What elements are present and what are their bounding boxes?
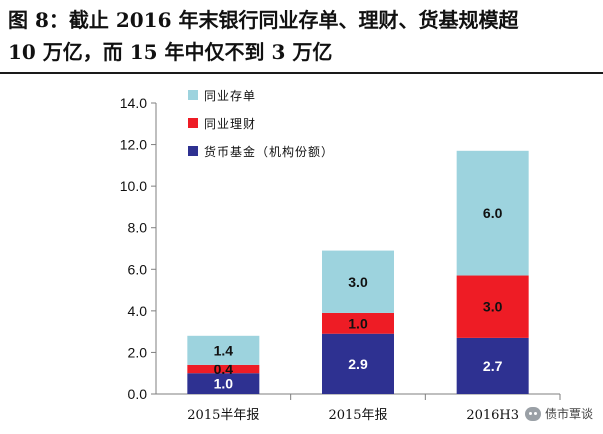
- data-label: 3.0: [483, 299, 503, 315]
- watermark: 债市覃谈: [524, 405, 593, 422]
- bar-segment: [456, 150, 529, 276]
- category-label: 2015半年报: [187, 408, 259, 423]
- legend-label: 货币基金（机构份额）: [204, 144, 334, 159]
- title-line-2: 10 万亿，而 15 年中仅不到 3 万亿: [8, 40, 333, 64]
- category-label: 2015年报: [328, 408, 387, 423]
- y-tick-label: 2.0: [128, 344, 148, 360]
- bar-segment: [187, 373, 260, 394]
- wechat-icon: [524, 406, 541, 421]
- y-tick-label: 12.0: [120, 137, 147, 153]
- watermark-text: 债市覃谈: [544, 407, 593, 421]
- bar-segment: [187, 364, 260, 374]
- y-tick-label: 4.0: [128, 303, 148, 319]
- title-line-1: 图 8：截止 2016 年末银行同业存单、理财、货基规模超: [8, 8, 519, 32]
- data-label: 3.0: [348, 274, 368, 290]
- legend-swatch: [188, 90, 198, 100]
- title-divider: [0, 72, 603, 74]
- data-label: 0.4: [214, 361, 234, 377]
- bar-segment: [187, 335, 260, 365]
- figure-title: 图 8：截止 2016 年末银行同业存单、理财、货基规模超 10 万亿，而 15…: [8, 4, 598, 68]
- legend-label: 同业存单: [204, 89, 256, 103]
- data-label: 1.0: [214, 376, 234, 392]
- bar-segment: [322, 333, 394, 394]
- y-tick-label: 14.0: [120, 95, 147, 111]
- legend-swatch: [188, 146, 198, 156]
- category-label: 2016H3: [466, 408, 519, 423]
- y-tick-label: 10.0: [120, 178, 147, 194]
- data-label: 6.0: [483, 205, 503, 221]
- data-label: 2.9: [348, 356, 368, 372]
- bar-segment: [322, 312, 394, 334]
- y-tick-label: 6.0: [128, 261, 148, 277]
- data-label: 1.0: [348, 315, 368, 331]
- data-label: 1.4: [214, 342, 234, 358]
- y-tick-label: 8.0: [128, 220, 148, 236]
- bar-segment: [456, 275, 529, 338]
- data-label: 2.7: [483, 358, 503, 374]
- bar-segment: [456, 337, 529, 394]
- bar-segment: [322, 250, 394, 313]
- legend-swatch: [188, 118, 198, 128]
- y-tick-label: 0.0: [128, 386, 148, 402]
- legend-label: 同业理财: [204, 117, 256, 131]
